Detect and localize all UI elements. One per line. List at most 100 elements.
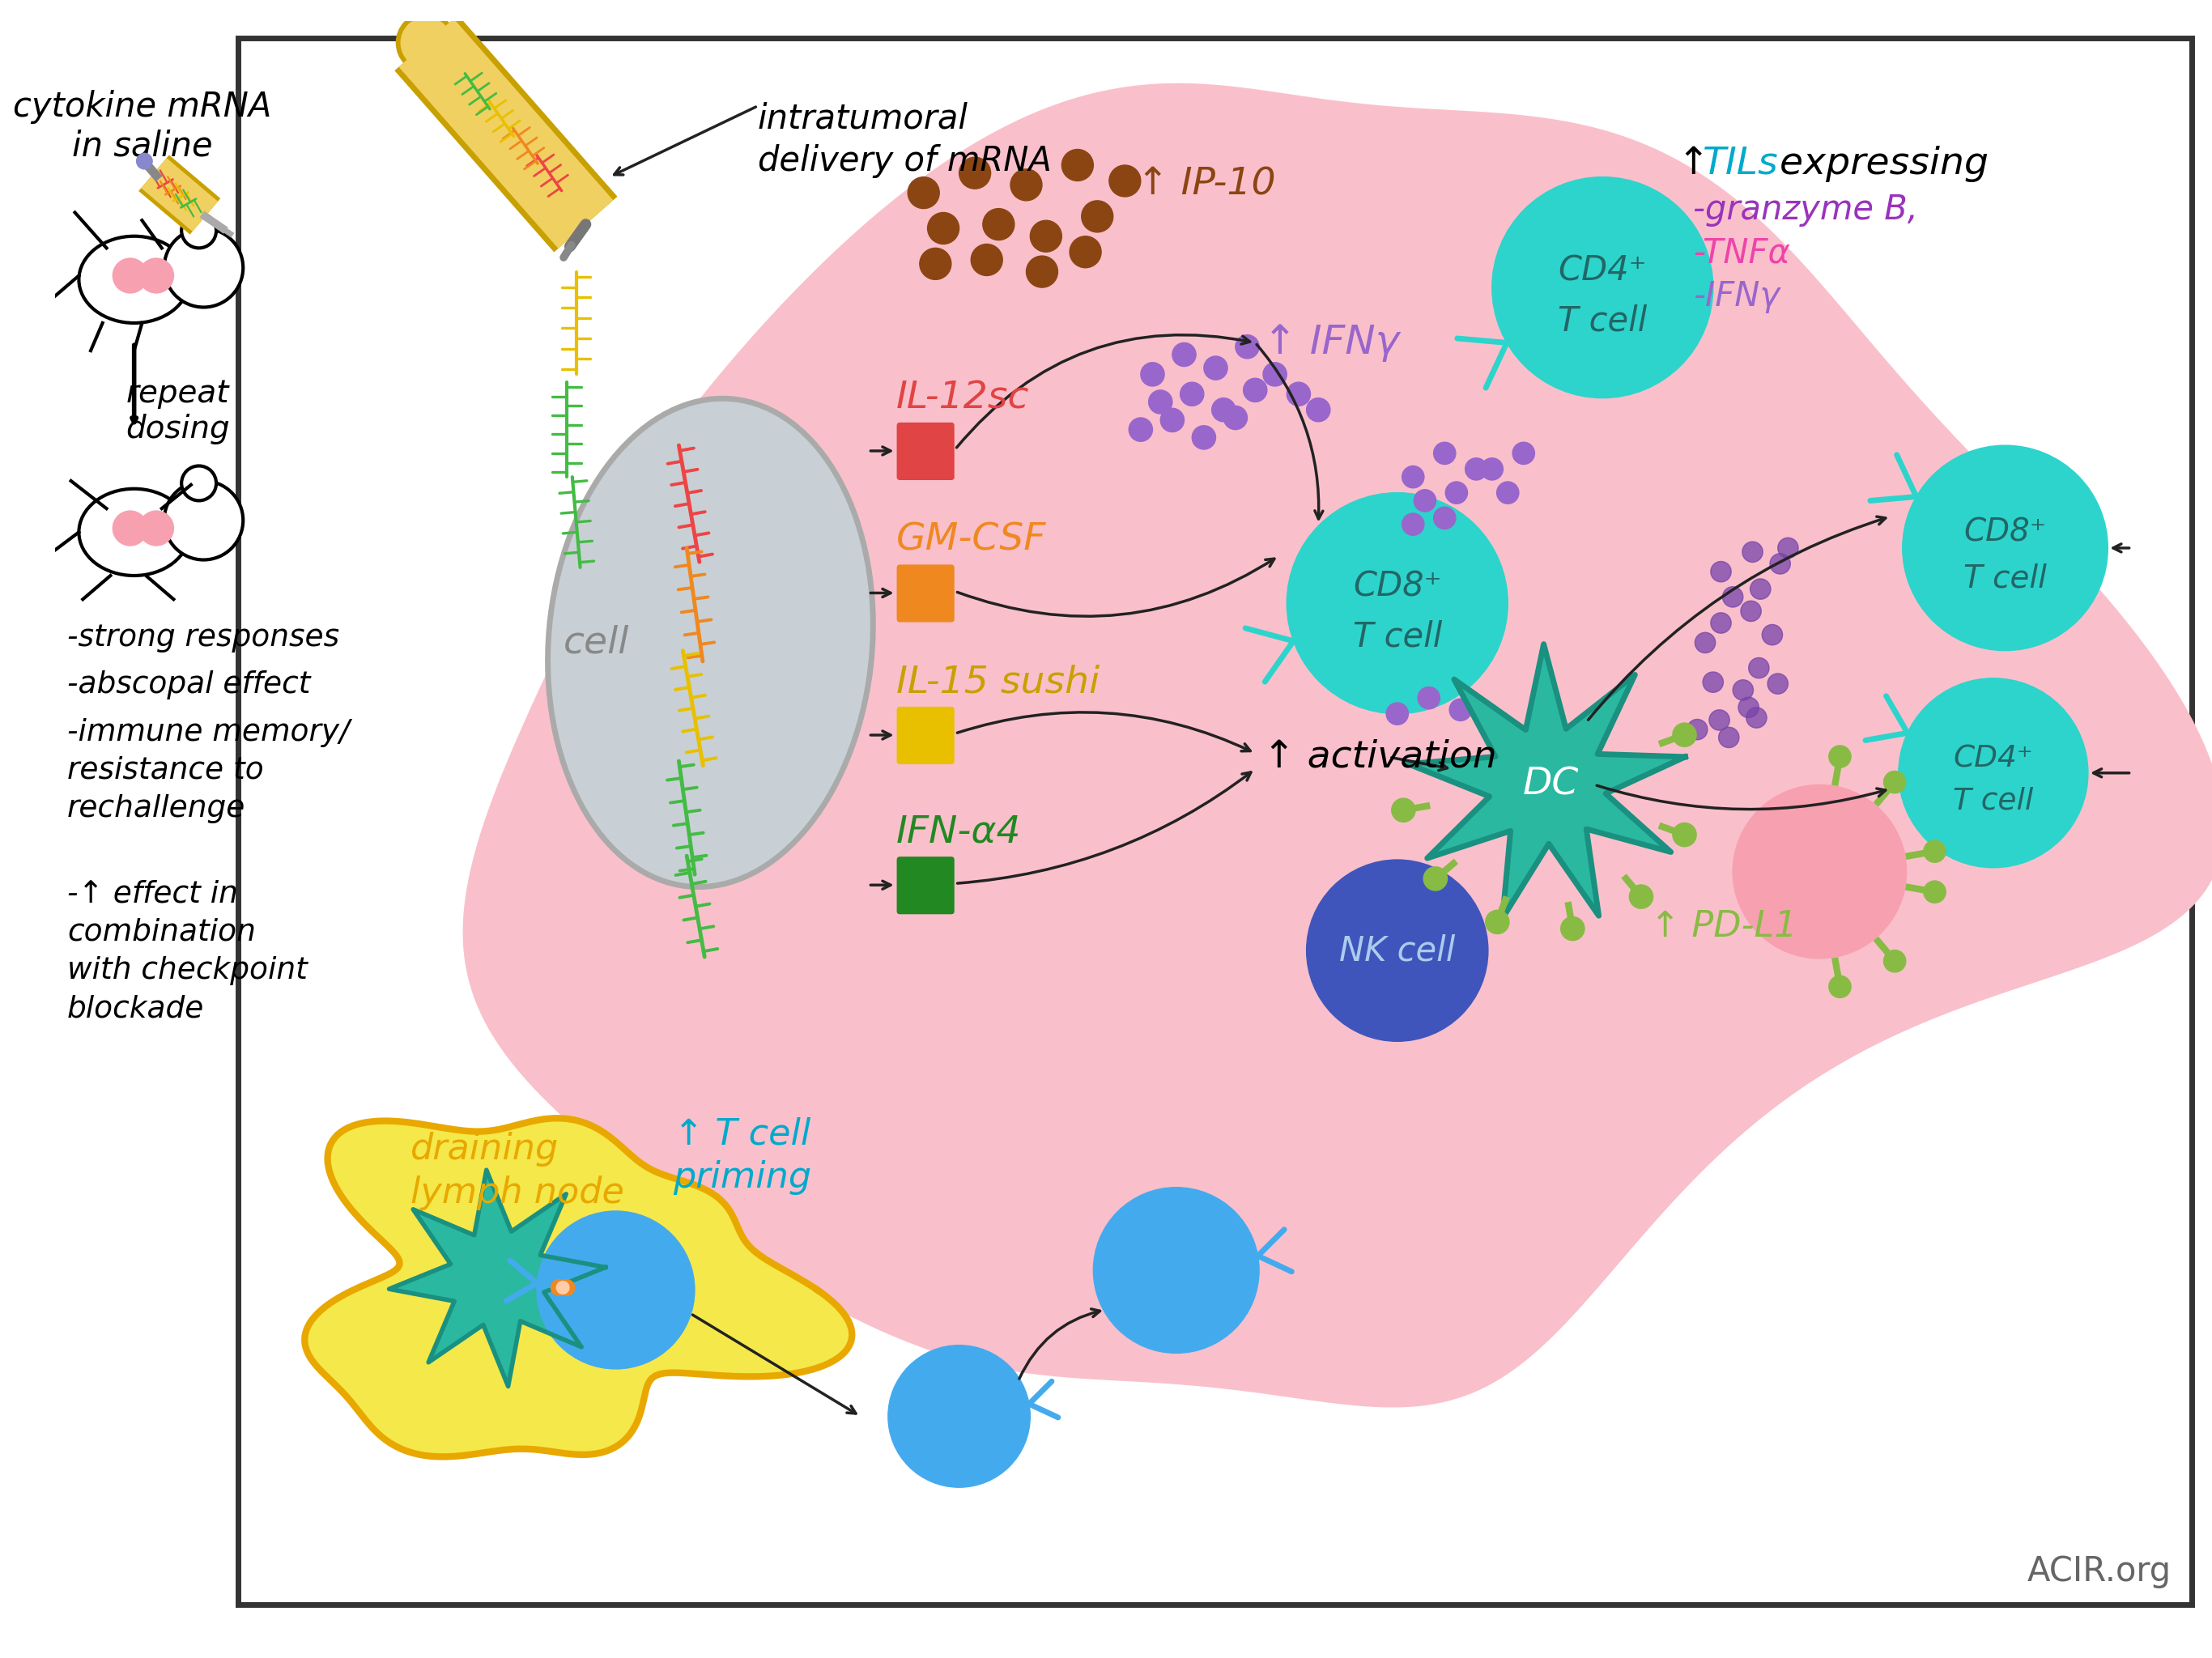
Circle shape (1763, 625, 1783, 645)
Circle shape (1071, 235, 1102, 267)
Circle shape (1031, 221, 1062, 252)
Circle shape (1128, 418, 1152, 441)
Circle shape (1181, 383, 1203, 406)
Ellipse shape (549, 398, 874, 887)
Circle shape (927, 212, 960, 244)
Circle shape (1719, 728, 1739, 748)
FancyBboxPatch shape (239, 38, 2192, 1605)
Circle shape (139, 511, 173, 545)
Circle shape (1750, 579, 1770, 599)
Circle shape (1770, 554, 1790, 574)
Text: CD8⁺: CD8⁺ (1354, 570, 1442, 604)
Circle shape (1630, 885, 1652, 909)
Polygon shape (1409, 645, 1686, 919)
Circle shape (1743, 542, 1763, 562)
Circle shape (1778, 537, 1798, 559)
Circle shape (560, 1280, 575, 1295)
Circle shape (1402, 514, 1425, 536)
Circle shape (1924, 841, 1947, 862)
Circle shape (1449, 698, 1471, 721)
Circle shape (1243, 378, 1267, 401)
Text: draining
lymph node: draining lymph node (411, 1132, 624, 1210)
Text: CD4⁺: CD4⁺ (1557, 254, 1648, 288)
Circle shape (1287, 383, 1310, 406)
Circle shape (1464, 458, 1486, 481)
Ellipse shape (80, 489, 190, 575)
Circle shape (1444, 482, 1467, 504)
FancyBboxPatch shape (896, 423, 953, 481)
Text: cytokine mRNA
in saline: cytokine mRNA in saline (13, 90, 272, 164)
Circle shape (1433, 507, 1455, 529)
Circle shape (1141, 363, 1164, 386)
Circle shape (1745, 708, 1767, 728)
Text: NK cell: NK cell (1338, 933, 1455, 968)
Text: -TNFα: -TNFα (1694, 235, 1790, 270)
Text: T cell: T cell (1964, 564, 2046, 594)
Circle shape (1307, 398, 1329, 421)
Text: ↑ IP-10: ↑ IP-10 (1126, 167, 1276, 202)
Circle shape (1011, 169, 1042, 201)
Circle shape (139, 259, 173, 293)
Circle shape (1710, 562, 1732, 582)
Text: expressing: expressing (1767, 146, 1989, 182)
Circle shape (137, 153, 153, 169)
Circle shape (1672, 822, 1697, 847)
Circle shape (1902, 446, 2108, 650)
Circle shape (164, 481, 243, 560)
Circle shape (1732, 680, 1754, 700)
Circle shape (960, 158, 991, 189)
Text: CD4⁺: CD4⁺ (1953, 744, 2033, 773)
Circle shape (1710, 710, 1730, 730)
FancyBboxPatch shape (896, 706, 953, 764)
FancyBboxPatch shape (896, 857, 953, 914)
Circle shape (1688, 720, 1708, 739)
Circle shape (538, 1210, 695, 1370)
Circle shape (1161, 408, 1183, 433)
Circle shape (1486, 910, 1509, 933)
Text: CD8⁺: CD8⁺ (1964, 517, 2046, 549)
Circle shape (396, 13, 456, 73)
Circle shape (1148, 390, 1172, 414)
Circle shape (1732, 784, 1907, 958)
Text: TILs: TILs (1703, 146, 1778, 182)
Text: T cell: T cell (1352, 620, 1442, 653)
Circle shape (920, 249, 951, 280)
Circle shape (1898, 678, 2088, 867)
Circle shape (887, 1345, 1031, 1487)
Circle shape (1391, 797, 1416, 822)
Circle shape (1212, 398, 1237, 421)
Circle shape (400, 18, 451, 68)
Circle shape (181, 466, 217, 501)
Circle shape (1192, 426, 1217, 449)
Circle shape (907, 177, 940, 209)
Circle shape (1307, 861, 1489, 1041)
Text: -strong responses: -strong responses (66, 623, 338, 652)
Circle shape (1562, 917, 1584, 940)
Text: ↑ activation: ↑ activation (1263, 739, 1498, 776)
Circle shape (1767, 673, 1787, 695)
Circle shape (1703, 671, 1723, 693)
Circle shape (1093, 1187, 1259, 1353)
Circle shape (1425, 867, 1447, 890)
Text: T cell: T cell (1953, 788, 2033, 816)
Circle shape (1885, 771, 1907, 793)
Circle shape (1287, 492, 1509, 713)
Circle shape (113, 259, 148, 293)
Text: -granzyme B,: -granzyme B, (1694, 192, 1918, 227)
Circle shape (1203, 356, 1228, 380)
Circle shape (1026, 255, 1057, 287)
Circle shape (1513, 443, 1535, 464)
Circle shape (1694, 632, 1717, 653)
Text: -IFNγ: -IFNγ (1694, 280, 1781, 313)
Polygon shape (305, 1117, 852, 1457)
Circle shape (1747, 658, 1770, 678)
Text: -abscopal effect: -abscopal effect (66, 670, 310, 700)
Text: IL-15 sushi: IL-15 sushi (896, 663, 1099, 700)
Text: IL-12sc: IL-12sc (896, 380, 1029, 416)
Circle shape (1172, 343, 1197, 366)
Circle shape (1885, 950, 1907, 972)
Circle shape (982, 209, 1015, 240)
Text: -↑ effect in
combination
with checkpoint
blockade: -↑ effect in combination with checkpoint… (66, 879, 307, 1023)
Circle shape (113, 511, 148, 545)
Text: repeat
dosing: repeat dosing (126, 378, 230, 444)
